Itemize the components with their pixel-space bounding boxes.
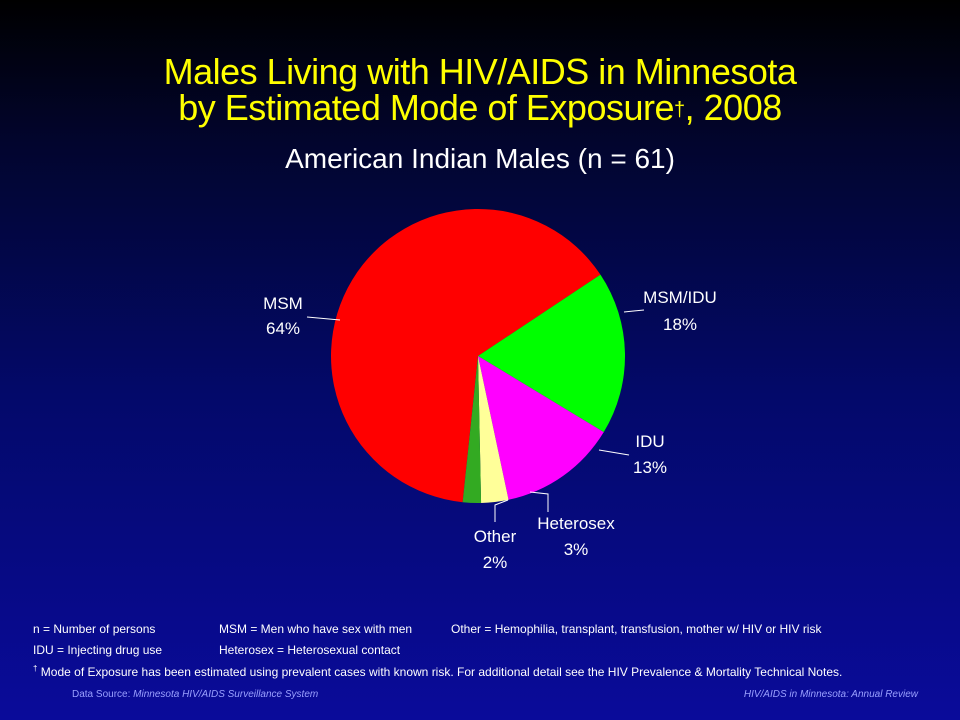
notes-row-2: IDU = Injecting drug use Heterosex = Het… <box>33 643 400 657</box>
note-heterosex-definition: Heterosex = Heterosexual contact <box>219 643 401 657</box>
slice-value-msm: 64% <box>266 319 300 338</box>
leader-line-msm-idu <box>623 309 645 313</box>
note-mode-of-exposure: Mode of Exposure has been estimated usin… <box>40 665 843 679</box>
footer-source-name: Minnesota HIV/AIDS Surveillance System <box>133 689 319 700</box>
pie-slice-msm <box>330 208 601 503</box>
leader-line-idu <box>598 449 630 456</box>
note-dagger: † <box>33 664 38 673</box>
note-idu-definition: IDU = Injecting drug use <box>33 643 163 657</box>
footer-annual-review: HIV/AIDS in Minnesota: Annual Review <box>743 689 918 700</box>
footer-source-prefix: Data Source: <box>72 689 131 700</box>
slice-label-other: Other <box>474 527 517 546</box>
note-msm-definition: MSM = Men who have sex with men <box>219 622 413 636</box>
title-year: , 2008 <box>684 87 783 128</box>
slice-label-idu: IDU <box>635 432 664 451</box>
notes-row-1: n = Number of persons MSM = Men who have… <box>33 622 821 636</box>
pie-slice-other <box>462 356 482 504</box>
notes-row-3: † Mode of Exposure has been estimated us… <box>33 664 842 679</box>
slice-label-msm-idu: MSM/IDU <box>643 288 717 307</box>
leader-line-msm <box>306 316 341 321</box>
leader-line-heterosex <box>529 491 549 512</box>
footer-data-source: Data Source: Minnesota HIV/AIDS Surveill… <box>72 689 318 700</box>
leader-line-other <box>494 499 509 522</box>
chart-title-line1: Males Living with HIV/AIDS in Minnesota <box>163 51 797 92</box>
pie-slice-idu <box>478 356 604 500</box>
slice-label-msm: MSM <box>263 294 303 313</box>
slice-label-heterosex: Heterosex <box>537 514 615 533</box>
note-n-definition: n = Number of persons <box>33 622 156 636</box>
note-other-definition: Other = Hemophilia, transplant, transfus… <box>451 622 822 636</box>
slice-value-idu: 13% <box>633 458 667 477</box>
slice-value-other: 2% <box>483 553 508 572</box>
pie-chart: MSM 64% MSM/IDU 18% IDU 13% Heterosex 3% Other 2% <box>263 208 717 572</box>
slice-value-msm-idu: 18% <box>663 315 697 334</box>
chart-title-line2: by Estimated Mode of Exposure†, 2008 <box>0 88 960 128</box>
title-dagger: † <box>674 99 685 121</box>
chart-subtitle: American Indian Males (n = 61) <box>285 143 675 174</box>
pie-slice-msm-idu <box>478 274 626 433</box>
pie-slice-heterosex <box>478 356 509 503</box>
slice-value-heterosex: 3% <box>564 540 589 559</box>
title-line2-text: by Estimated Mode of Exposure <box>178 87 675 128</box>
